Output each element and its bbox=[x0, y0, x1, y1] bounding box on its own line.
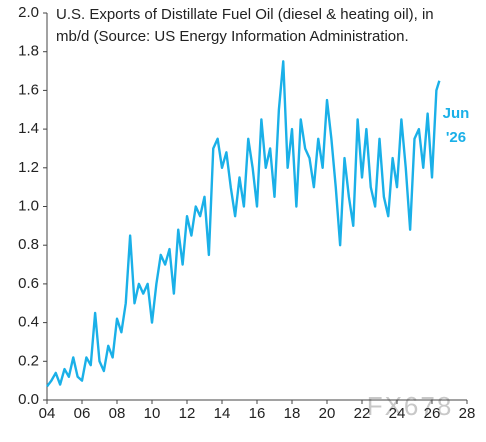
watermark: FX678 bbox=[367, 391, 454, 421]
x-tick-label: 24 bbox=[389, 405, 406, 422]
x-tick-label: 22 bbox=[354, 405, 371, 422]
x-tick-label: 04 bbox=[39, 405, 56, 422]
y-tick-label: 0.8 bbox=[18, 236, 39, 253]
x-tick-label: 14 bbox=[214, 405, 231, 422]
x-tick-label: 28 bbox=[459, 405, 476, 422]
y-tick-label: 1.6 bbox=[18, 81, 39, 98]
x-tick-label: 06 bbox=[74, 405, 91, 422]
x-tick-label: 10 bbox=[144, 405, 161, 422]
y-tick-label: 0.6 bbox=[18, 275, 39, 292]
y-tick-label: 1.2 bbox=[18, 159, 39, 176]
y-tick-label: 1.0 bbox=[18, 197, 39, 214]
y-tick-label: 1.4 bbox=[18, 120, 39, 137]
x-tick-label: 16 bbox=[249, 405, 266, 422]
y-tick-label: 0.2 bbox=[18, 352, 39, 369]
x-tick-label: 08 bbox=[109, 405, 126, 422]
y-tick-label: 2.0 bbox=[18, 4, 39, 21]
data-line bbox=[46, 60, 441, 388]
x-tick-label: 20 bbox=[319, 405, 336, 422]
annotation: Jun bbox=[443, 105, 470, 122]
x-tick-label: 26 bbox=[424, 405, 441, 422]
chart-title: U.S. Exports of Distillate Fuel Oil (die… bbox=[56, 6, 434, 45]
x-tick-label: 18 bbox=[284, 405, 301, 422]
annotation: '26 bbox=[446, 129, 466, 146]
x-tick-label: 12 bbox=[179, 405, 196, 422]
y-tick-label: 0.0 bbox=[18, 391, 39, 408]
y-tick-label: 1.8 bbox=[18, 43, 39, 60]
y-tick-label: 0.4 bbox=[18, 314, 39, 331]
